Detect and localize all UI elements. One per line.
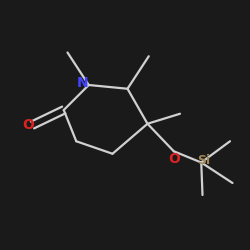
Text: Si: Si xyxy=(197,154,210,167)
Text: O: O xyxy=(22,118,34,132)
Text: O: O xyxy=(168,152,180,166)
Text: N: N xyxy=(77,76,88,90)
